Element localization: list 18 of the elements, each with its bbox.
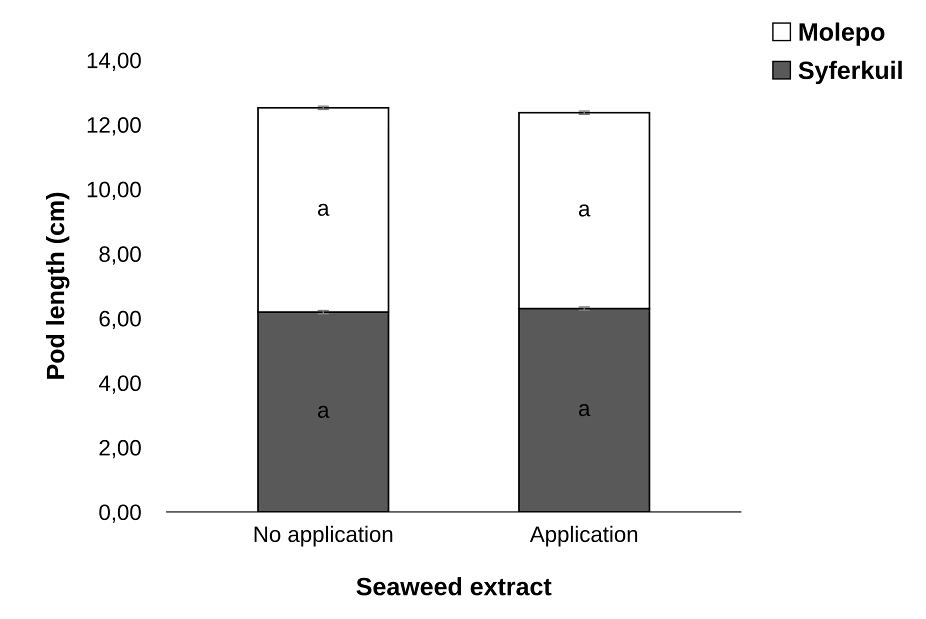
annotation: a — [318, 204, 330, 216]
y-tick-label: 8,00 — [99, 246, 141, 265]
annotation: a — [318, 406, 330, 418]
y-axis-title: Pod length (cm) — [46, 192, 70, 379]
x-tick-label: No application — [254, 526, 392, 547]
y-tick-label: 2,00 — [100, 440, 141, 458]
y-tick-label: 0,00 — [99, 504, 141, 523]
x-axis-title: Seaweed extract — [356, 577, 552, 596]
y-tick-label: 12,00 — [88, 117, 141, 136]
legend-label: Molepo — [800, 22, 884, 46]
y-tick-label: 10,00 — [88, 182, 141, 200]
y-tick-label: 6,00 — [100, 310, 141, 330]
annotation: a — [578, 404, 590, 416]
annotation: a — [578, 204, 590, 217]
y-tick-label: 4,00 — [98, 375, 141, 394]
y-tick-label: 14,00 — [88, 52, 141, 71]
legend-label: Syferkuil — [798, 60, 902, 84]
x-tick-label: Application — [530, 526, 638, 547]
